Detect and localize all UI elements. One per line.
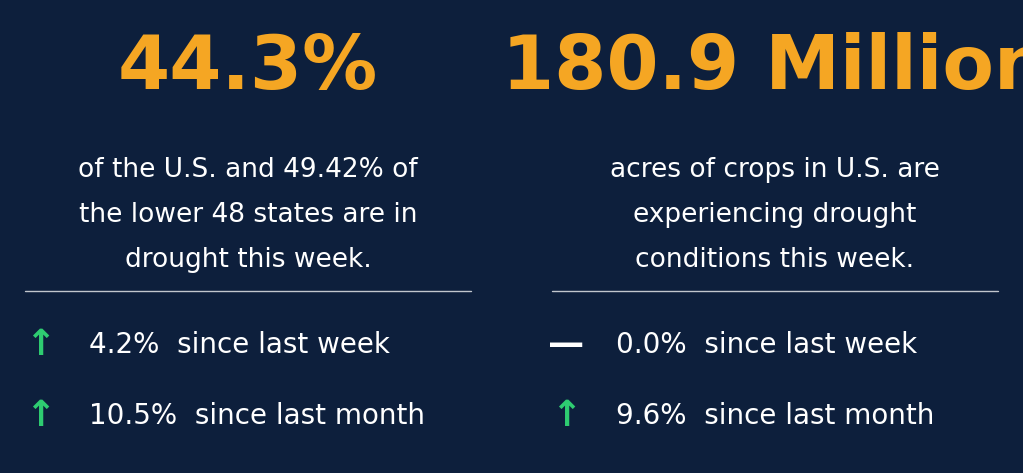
Text: conditions this week.: conditions this week. xyxy=(635,247,915,273)
Text: 10.5%  since last month: 10.5% since last month xyxy=(89,402,426,430)
Text: 4.2%  since last week: 4.2% since last week xyxy=(89,331,390,359)
Text: 9.6%  since last month: 9.6% since last month xyxy=(616,402,935,430)
Text: drought this week.: drought this week. xyxy=(125,247,371,273)
Text: experiencing drought: experiencing drought xyxy=(633,202,917,228)
Text: acres of crops in U.S. are: acres of crops in U.S. are xyxy=(610,158,940,183)
Text: the lower 48 states are in: the lower 48 states are in xyxy=(79,202,417,228)
Text: ↑: ↑ xyxy=(25,399,55,433)
Text: ↑: ↑ xyxy=(25,328,55,362)
Text: ↑: ↑ xyxy=(551,399,582,433)
Text: 44.3%: 44.3% xyxy=(118,32,379,105)
Text: 0.0%  since last week: 0.0% since last week xyxy=(616,331,918,359)
Text: of the U.S. and 49.42% of: of the U.S. and 49.42% of xyxy=(78,158,418,183)
Text: 180.9 Million: 180.9 Million xyxy=(502,32,1023,105)
Text: —: — xyxy=(548,328,585,362)
